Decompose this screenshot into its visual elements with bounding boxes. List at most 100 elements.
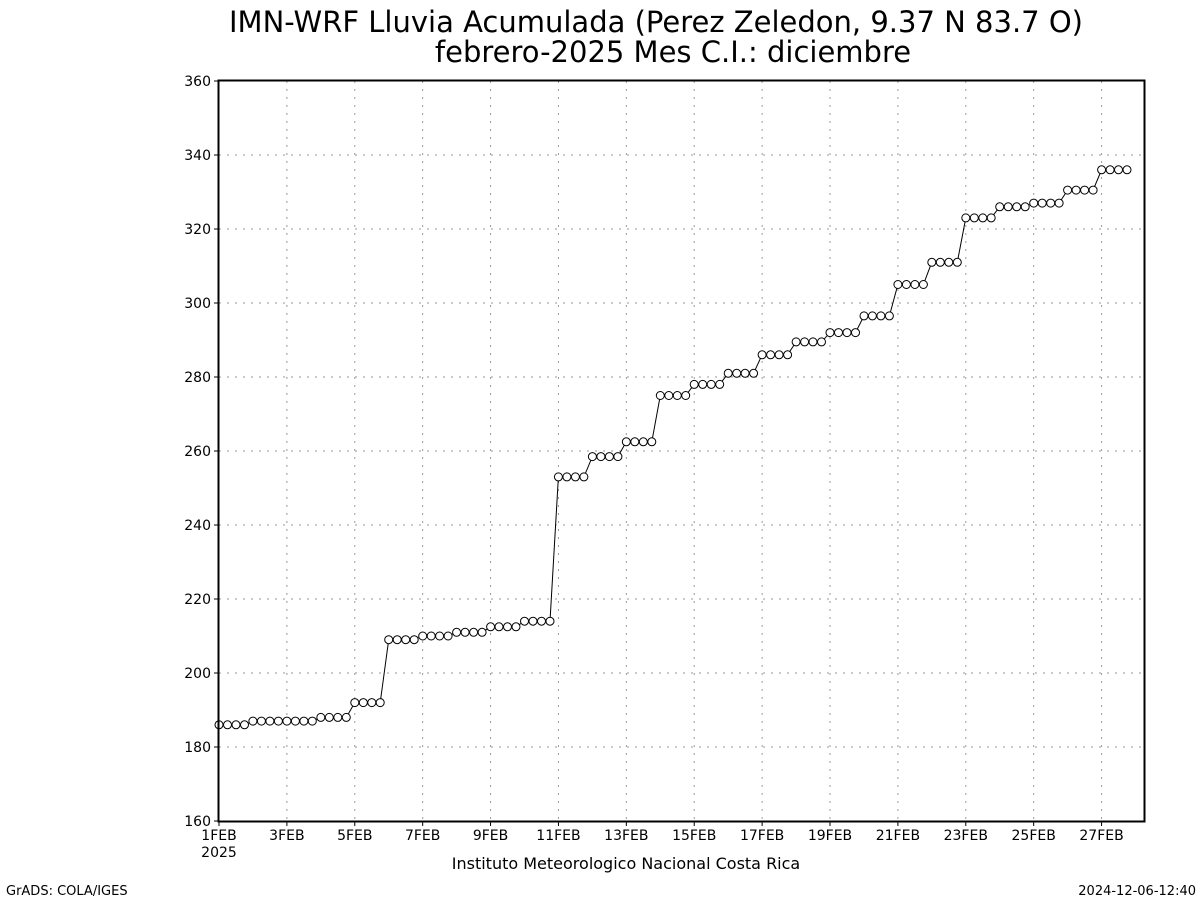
data-point — [901, 280, 911, 289]
data-point — [375, 698, 385, 708]
data-point — [1054, 198, 1064, 208]
y-tick-label: 300 — [184, 296, 211, 312]
data-point — [1114, 165, 1123, 175]
y-tick-label: 160 — [184, 814, 211, 830]
data-point — [961, 213, 971, 223]
data-point — [1097, 165, 1107, 175]
data-point — [290, 716, 300, 726]
x-tick-label: 25FEB — [1012, 828, 1056, 844]
data-point — [638, 437, 648, 447]
data-point — [918, 280, 928, 289]
data-point — [935, 257, 945, 267]
data-point — [409, 635, 419, 645]
data-point — [1080, 185, 1090, 195]
data-point — [537, 616, 546, 626]
data-point — [791, 337, 801, 347]
y-tick-label: 180 — [184, 740, 211, 756]
data-point — [452, 627, 462, 637]
x-tick-label: 15FEB — [672, 828, 716, 844]
y-tick-label: 240 — [184, 518, 211, 534]
data-point — [766, 350, 776, 360]
data-point — [723, 368, 733, 378]
y-tick-label: 320 — [184, 222, 211, 238]
data-point — [1071, 185, 1081, 195]
data-point — [1037, 198, 1047, 208]
data-point — [927, 257, 937, 267]
data-point — [341, 712, 351, 722]
data-point — [587, 452, 597, 462]
data-point — [1012, 202, 1022, 212]
y-axis-ticks: 160 180 200 220 240 260 280 300 320 340 360 — [184, 74, 219, 830]
data-point — [800, 337, 810, 347]
data-point — [706, 379, 716, 389]
x-tick-label: 13FEB — [604, 828, 648, 844]
plot-frame — [217, 79, 1146, 823]
data-point — [273, 716, 283, 726]
institution-credit: Instituto Meteorologico Nacional Costa R… — [452, 854, 800, 873]
x-tick-label: 27FEB — [1079, 828, 1123, 844]
data-point — [240, 720, 249, 730]
series-rain-accumulated — [214, 165, 1132, 730]
data-point — [884, 311, 894, 321]
data-point — [503, 622, 512, 632]
data-point — [401, 635, 411, 645]
data-point — [333, 712, 343, 722]
data-point — [1020, 202, 1030, 212]
data-point — [256, 716, 266, 726]
data-point — [350, 698, 360, 708]
data-point — [969, 213, 979, 223]
data-point — [1046, 198, 1056, 208]
data-point — [486, 622, 496, 632]
data-point — [910, 280, 920, 289]
data-point — [477, 627, 487, 637]
data-point — [749, 368, 759, 378]
data-point — [545, 616, 555, 626]
data-point — [553, 472, 563, 482]
data-point — [834, 328, 843, 338]
data-point — [630, 437, 640, 447]
data-point — [621, 437, 631, 447]
data-point — [299, 716, 309, 726]
data-point — [324, 712, 334, 722]
data-point — [1122, 165, 1132, 175]
data-point — [384, 635, 394, 645]
data-point — [825, 328, 835, 338]
data-point — [248, 716, 258, 726]
chart-subtitle: febrero-2025 Mes C.I.: diciembre — [435, 35, 911, 69]
data-point — [732, 368, 742, 378]
data-point — [435, 631, 445, 641]
data-point — [783, 350, 793, 360]
data-point — [842, 328, 852, 338]
data-point — [307, 716, 317, 726]
data-point — [231, 720, 241, 730]
data-point — [1088, 185, 1098, 195]
data-point — [995, 202, 1005, 212]
data-point — [774, 350, 784, 360]
data-point — [1063, 185, 1073, 195]
data-point — [223, 720, 232, 730]
y-tick-label: 280 — [184, 370, 211, 386]
data-point — [426, 631, 436, 641]
x-tick-label: 19FEB — [808, 828, 852, 844]
data-point — [1105, 165, 1115, 175]
x-tick-label: 7FEB — [405, 828, 440, 844]
data-point — [494, 622, 504, 632]
data-point — [469, 627, 479, 637]
data-point — [740, 368, 750, 378]
x-tick-label: 21FEB — [876, 828, 920, 844]
data-point — [265, 716, 275, 726]
y-tick-label: 200 — [184, 666, 211, 682]
data-point — [689, 379, 699, 389]
data-point — [443, 631, 453, 641]
data-point — [613, 452, 623, 462]
data-point — [664, 391, 674, 400]
data-point — [817, 337, 826, 347]
data-point — [672, 391, 682, 400]
data-point — [893, 280, 903, 289]
timestamp: 2024-12-06-12:40 — [1078, 884, 1196, 899]
y-tick-label: 340 — [184, 148, 211, 164]
data-point — [978, 213, 988, 223]
data-point — [511, 622, 521, 632]
